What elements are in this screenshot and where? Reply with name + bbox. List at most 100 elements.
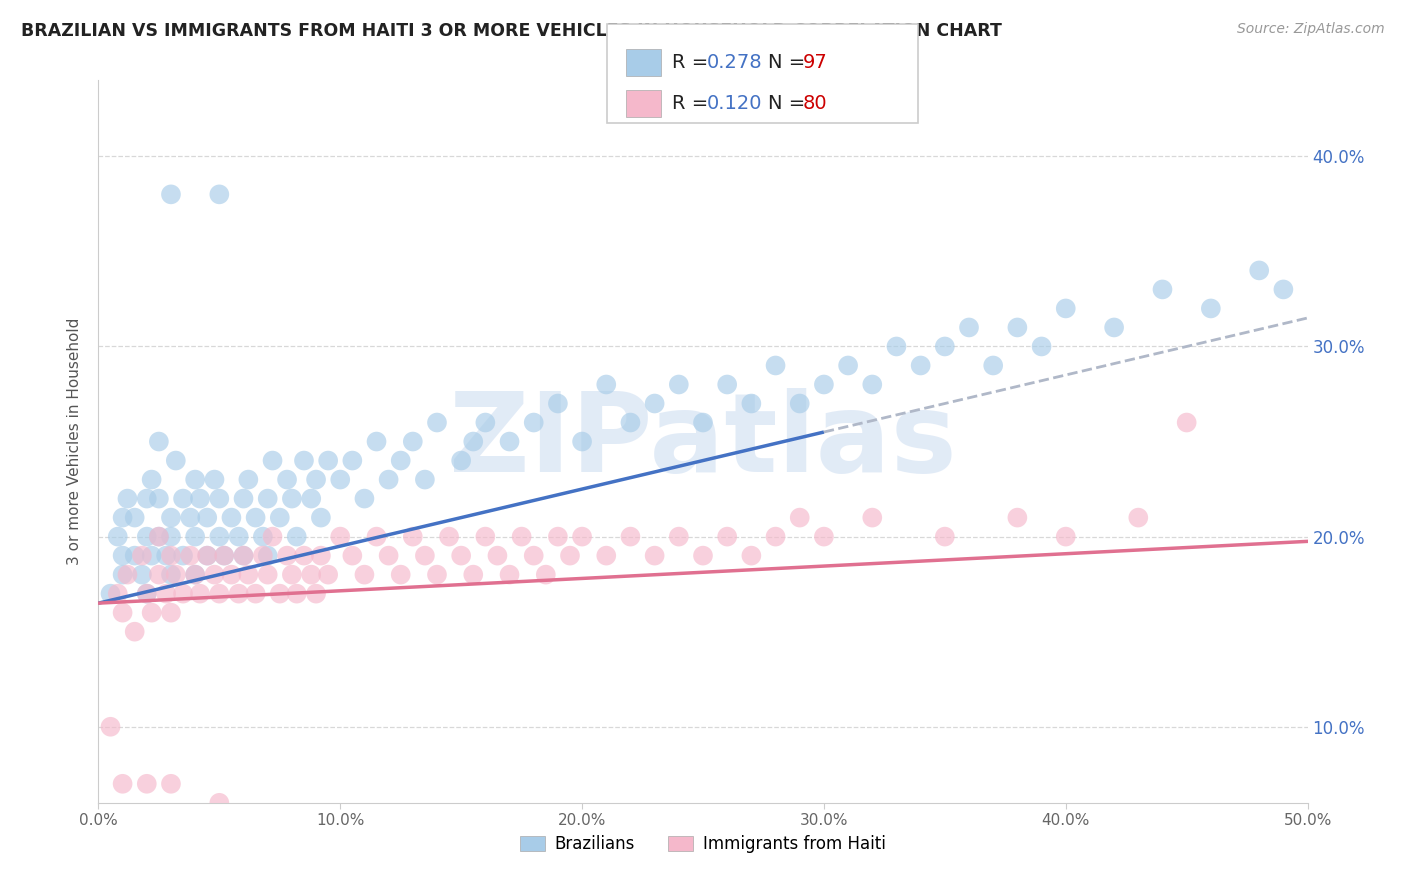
Point bbox=[212, 549, 235, 563]
Point bbox=[172, 491, 194, 506]
Point bbox=[474, 530, 496, 544]
Point bbox=[934, 339, 956, 353]
Point bbox=[131, 549, 153, 563]
Point bbox=[165, 453, 187, 467]
Point bbox=[148, 530, 170, 544]
Point bbox=[208, 796, 231, 810]
Point bbox=[238, 473, 260, 487]
Point bbox=[534, 567, 557, 582]
Point bbox=[135, 777, 157, 791]
Point bbox=[148, 434, 170, 449]
Point bbox=[571, 434, 593, 449]
Point bbox=[595, 549, 617, 563]
Point bbox=[184, 473, 207, 487]
Point bbox=[285, 587, 308, 601]
Point bbox=[232, 549, 254, 563]
Point bbox=[498, 434, 520, 449]
Point bbox=[426, 416, 449, 430]
Point bbox=[124, 624, 146, 639]
Point bbox=[413, 549, 436, 563]
Point bbox=[305, 587, 328, 601]
Point bbox=[184, 530, 207, 544]
Point bbox=[195, 549, 218, 563]
Point bbox=[716, 530, 738, 544]
Point bbox=[160, 530, 183, 544]
Point bbox=[208, 491, 231, 506]
Point bbox=[276, 473, 298, 487]
Point bbox=[117, 491, 139, 506]
Point bbox=[668, 530, 690, 544]
Point bbox=[155, 549, 177, 563]
Text: BRAZILIAN VS IMMIGRANTS FROM HAITI 3 OR MORE VEHICLES IN HOUSEHOLD CORRELATION C: BRAZILIAN VS IMMIGRANTS FROM HAITI 3 OR … bbox=[21, 22, 1002, 40]
Y-axis label: 3 or more Vehicles in Household: 3 or more Vehicles in Household bbox=[67, 318, 83, 566]
Point bbox=[269, 587, 291, 601]
Point bbox=[148, 491, 170, 506]
Point bbox=[245, 587, 267, 601]
Point bbox=[463, 567, 485, 582]
Text: R =: R = bbox=[672, 94, 714, 113]
Point bbox=[208, 587, 231, 601]
Point bbox=[141, 606, 163, 620]
Point bbox=[413, 473, 436, 487]
Point bbox=[228, 530, 250, 544]
Point bbox=[111, 567, 134, 582]
Point bbox=[292, 549, 315, 563]
Point bbox=[644, 549, 666, 563]
Point bbox=[245, 510, 267, 524]
Point bbox=[765, 359, 787, 373]
Text: 0.278: 0.278 bbox=[707, 53, 763, 72]
Point bbox=[644, 396, 666, 410]
Point bbox=[148, 530, 170, 544]
Point bbox=[316, 453, 339, 467]
Point bbox=[208, 187, 231, 202]
Point bbox=[740, 549, 762, 563]
Point bbox=[558, 549, 581, 563]
Point bbox=[256, 549, 278, 563]
Point bbox=[1249, 263, 1271, 277]
Point bbox=[740, 396, 762, 410]
Point bbox=[692, 416, 714, 430]
Text: ZIPatlas: ZIPatlas bbox=[449, 388, 957, 495]
Point bbox=[353, 491, 375, 506]
Point bbox=[1031, 339, 1053, 353]
Point bbox=[160, 187, 183, 202]
Point bbox=[262, 453, 284, 467]
Point bbox=[450, 453, 472, 467]
Point bbox=[111, 549, 134, 563]
Point bbox=[957, 320, 980, 334]
Point bbox=[692, 549, 714, 563]
Point bbox=[474, 416, 496, 430]
Point bbox=[813, 377, 835, 392]
Point bbox=[204, 473, 226, 487]
Point bbox=[765, 530, 787, 544]
Point bbox=[1128, 510, 1150, 524]
Point bbox=[204, 567, 226, 582]
Point bbox=[256, 491, 278, 506]
Point bbox=[309, 510, 332, 524]
Point bbox=[184, 567, 207, 582]
Point bbox=[256, 567, 278, 582]
Point bbox=[135, 530, 157, 544]
Point bbox=[437, 530, 460, 544]
Point bbox=[160, 777, 183, 791]
Point bbox=[148, 567, 170, 582]
Point bbox=[402, 434, 425, 449]
Point bbox=[619, 416, 641, 430]
Point bbox=[547, 530, 569, 544]
Point bbox=[107, 530, 129, 544]
Point bbox=[316, 567, 339, 582]
Point bbox=[281, 491, 304, 506]
Text: 0.120: 0.120 bbox=[707, 94, 762, 113]
Point bbox=[402, 530, 425, 544]
Point bbox=[117, 567, 139, 582]
Point bbox=[547, 396, 569, 410]
Point bbox=[860, 377, 883, 392]
Point bbox=[195, 510, 218, 524]
Point bbox=[262, 530, 284, 544]
Point bbox=[228, 587, 250, 601]
Point bbox=[276, 549, 298, 563]
Point bbox=[172, 549, 194, 563]
Point bbox=[377, 549, 399, 563]
Point bbox=[131, 567, 153, 582]
Point bbox=[208, 530, 231, 544]
